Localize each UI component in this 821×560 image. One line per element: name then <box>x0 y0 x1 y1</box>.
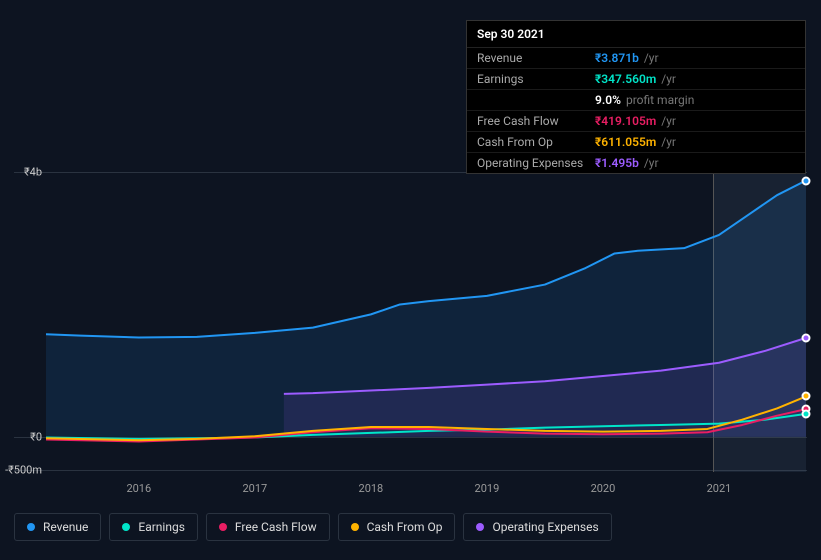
chart-end-marker-earnings <box>802 409 811 418</box>
legend-dot-icon <box>122 523 130 531</box>
tooltip-row-unit: /yr <box>658 72 676 86</box>
tooltip-row-label: Revenue <box>477 51 595 65</box>
tooltip-row-value-wrap: ₹419.105m /yr <box>595 114 676 128</box>
legend-item-opex[interactable]: Operating Expenses <box>463 513 611 541</box>
legend-item-label: Revenue <box>43 520 88 534</box>
tooltip-row-label: Cash From Op <box>477 135 595 149</box>
legend-item-label: Operating Expenses <box>492 520 598 534</box>
tooltip-row-value-wrap: ₹1.495b /yr <box>595 156 659 170</box>
tooltip-row-value-wrap: ₹347.560m /yr <box>595 72 676 86</box>
financials-chart: Sep 30 2021 Revenue₹3.871b /yrEarnings₹3… <box>0 0 821 560</box>
legend-item-revenue[interactable]: Revenue <box>14 513 101 541</box>
tooltip-row-value: ₹611.055m <box>595 135 656 149</box>
chart-end-marker-cfo <box>802 392 811 401</box>
tooltip-row-unit: /yr <box>658 135 676 149</box>
tooltip-row-value: ₹1.495b <box>595 156 639 170</box>
tooltip-row-value-wrap: ₹611.055m /yr <box>595 135 676 149</box>
tooltip-margin-text: profit margin <box>623 93 694 107</box>
tooltip-date: Sep 30 2021 <box>467 21 805 48</box>
tooltip-row-value: ₹419.105m <box>595 114 656 128</box>
tooltip-row-label <box>477 93 595 107</box>
legend-item-label: Cash From Op <box>367 520 443 534</box>
tooltip-row-label: Free Cash Flow <box>477 114 595 128</box>
tooltip-row-value-wrap: ₹3.871b /yr <box>595 51 659 65</box>
legend-item-fcf[interactable]: Free Cash Flow <box>206 513 330 541</box>
tooltip-row-unit: /yr <box>641 51 659 65</box>
tooltip-row-value: ₹3.871b <box>595 51 639 65</box>
tooltip-row-unit: /yr <box>641 156 659 170</box>
chart-svg <box>0 150 821 500</box>
legend-item-earnings[interactable]: Earnings <box>109 513 198 541</box>
legend-item-cfo[interactable]: Cash From Op <box>338 513 456 541</box>
legend-dot-icon <box>219 523 227 531</box>
tooltip-row: Cash From Op₹611.055m /yr <box>467 132 805 153</box>
tooltip-row: 9.0% profit margin <box>467 90 805 111</box>
tooltip-margin-pct: 9.0% <box>595 93 621 107</box>
chart-end-marker-opex <box>802 333 811 342</box>
legend-dot-icon <box>351 523 359 531</box>
tooltip-row-value: ₹347.560m <box>595 72 656 86</box>
chart-tooltip: Sep 30 2021 Revenue₹3.871b /yrEarnings₹3… <box>466 20 806 174</box>
tooltip-row: Earnings₹347.560m /yr <box>467 69 805 90</box>
tooltip-row-unit: /yr <box>658 114 676 128</box>
tooltip-row-value-wrap: 9.0% profit margin <box>595 93 694 107</box>
chart-plot-area[interactable]: ₹4b₹0-₹500m 201620172018201920202021 <box>0 150 821 500</box>
tooltip-row: Free Cash Flow₹419.105m /yr <box>467 111 805 132</box>
legend-item-label: Earnings <box>138 520 185 534</box>
chart-legend: Revenue Earnings Free Cash Flow Cash From O… <box>14 513 612 541</box>
tooltip-row: Operating Expenses₹1.495b /yr <box>467 153 805 173</box>
tooltip-row-label: Earnings <box>477 72 595 86</box>
tooltip-row-label: Operating Expenses <box>477 156 595 170</box>
chart-end-marker-revenue <box>802 176 811 185</box>
legend-item-label: Free Cash Flow <box>235 520 317 534</box>
legend-dot-icon <box>27 523 35 531</box>
tooltip-row: Revenue₹3.871b /yr <box>467 48 805 69</box>
legend-dot-icon <box>476 523 484 531</box>
